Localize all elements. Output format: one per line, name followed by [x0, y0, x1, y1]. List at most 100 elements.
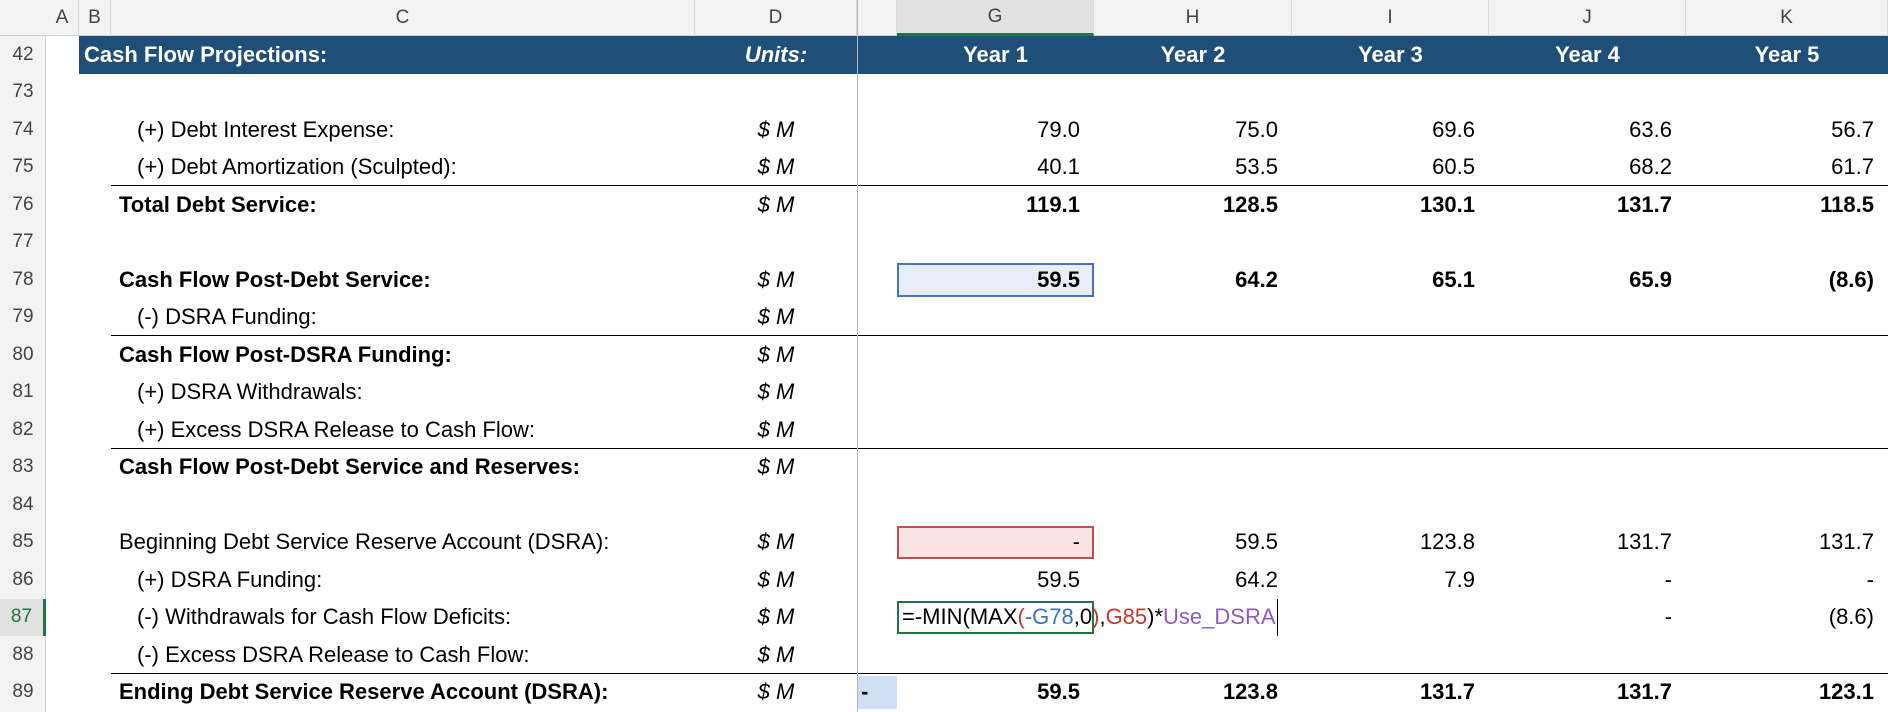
- cell-value[interactable]: 119.1: [1026, 191, 1080, 217]
- units[interactable]: $ M: [757, 416, 795, 442]
- row-label[interactable]: (+) Debt Interest Expense:: [137, 116, 395, 142]
- cell-value[interactable]: 59.5: [1037, 266, 1080, 292]
- units[interactable]: $ M: [757, 341, 795, 367]
- cell-value[interactable]: 53.5: [1235, 154, 1278, 180]
- cell-value[interactable]: 131.7: [1616, 191, 1672, 217]
- year-header: Year 3: [1358, 41, 1423, 67]
- row-label[interactable]: (+) DSRA Withdrawals:: [137, 379, 363, 405]
- row-number[interactable]: 73: [12, 81, 34, 103]
- column-header[interactable]: I: [1292, 0, 1489, 36]
- cell-value[interactable]: -: [1866, 566, 1874, 592]
- row-number[interactable]: 78: [12, 268, 34, 290]
- cell-value[interactable]: 123.8: [1222, 679, 1278, 705]
- freeze-line: [857, 0, 858, 712]
- cell-value[interactable]: 75.0: [1235, 116, 1278, 142]
- cell-value[interactable]: -: [1664, 566, 1672, 592]
- column-header[interactable]: K: [1686, 0, 1888, 36]
- row-label[interactable]: (-) Excess DSRA Release to Cash Flow:: [137, 641, 530, 667]
- row-label[interactable]: (+) Debt Amortization (Sculpted):: [137, 154, 457, 180]
- selected-cell[interactable]: -: [857, 675, 897, 709]
- row-label[interactable]: (+) DSRA Funding:: [137, 566, 323, 592]
- units[interactable]: $ M: [757, 641, 795, 667]
- row-label-total[interactable]: Cash Flow Post-Debt Service:: [119, 266, 431, 292]
- cell-value[interactable]: 131.7: [1419, 679, 1475, 705]
- cell-value[interactable]: 123.1: [1818, 679, 1874, 705]
- cell-value[interactable]: -: [1664, 604, 1672, 630]
- cell-value[interactable]: 40.1: [1037, 154, 1080, 180]
- cell-value[interactable]: 79.0: [1037, 116, 1080, 142]
- cell-value[interactable]: 59.5: [1037, 679, 1080, 705]
- row-number[interactable]: 88: [12, 643, 34, 665]
- row-number[interactable]: 80: [12, 343, 34, 365]
- cell-value[interactable]: 64.2: [1235, 266, 1278, 292]
- units[interactable]: $ M: [757, 604, 795, 630]
- cell-value[interactable]: 118.5: [1820, 191, 1874, 217]
- row-number[interactable]: 77: [12, 231, 34, 253]
- units[interactable]: $ M: [757, 566, 795, 592]
- row-label-total[interactable]: Ending Debt Service Reserve Account (DSR…: [119, 679, 609, 705]
- units[interactable]: $ M: [757, 191, 795, 217]
- cell-value[interactable]: (8.6): [1828, 266, 1874, 292]
- units[interactable]: $ M: [757, 154, 795, 180]
- column-header[interactable]: A: [46, 0, 79, 36]
- row-number[interactable]: 82: [12, 418, 34, 440]
- cell-value[interactable]: 7.9: [1444, 566, 1475, 592]
- cell-value[interactable]: 68.2: [1629, 154, 1672, 180]
- column-header[interactable]: H: [1094, 0, 1292, 36]
- row-number[interactable]: 81: [12, 381, 34, 403]
- cell-value[interactable]: 59.5: [1235, 529, 1278, 555]
- cell-value[interactable]: 69.6: [1432, 116, 1475, 142]
- row-number[interactable]: 83: [12, 456, 34, 478]
- cell-value[interactable]: 64.2: [1235, 566, 1278, 592]
- row-number[interactable]: 74: [12, 118, 34, 140]
- cell-value[interactable]: 130.1: [1419, 191, 1475, 217]
- units[interactable]: $ M: [757, 679, 795, 705]
- row-number[interactable]: 84: [12, 493, 34, 515]
- units[interactable]: $ M: [757, 454, 795, 480]
- cell-value[interactable]: 128.5: [1222, 191, 1278, 217]
- row-label[interactable]: (+) Excess DSRA Release to Cash Flow:: [137, 416, 535, 442]
- formula[interactable]: =-MIN(MAX(-G78,0), G85)* Use_DSRA: [902, 598, 1278, 636]
- cell-value[interactable]: -: [1072, 529, 1080, 555]
- row-number[interactable]: 42: [12, 43, 34, 65]
- row-number[interactable]: 89: [12, 681, 34, 703]
- row-number[interactable]: 86: [12, 568, 34, 590]
- cell-value[interactable]: 131.7: [1616, 529, 1672, 555]
- column-header[interactable]: J: [1489, 0, 1686, 36]
- units[interactable]: $ M: [757, 304, 795, 330]
- column-header[interactable]: B: [79, 0, 111, 36]
- row-number[interactable]: 76: [12, 193, 34, 215]
- row-number[interactable]: 87: [0, 598, 46, 636]
- row-label-total[interactable]: Cash Flow Post-DSRA Funding:: [119, 341, 452, 367]
- formula-token: ): [1092, 604, 1100, 630]
- column-header[interactable]: G: [897, 0, 1094, 36]
- cell-value[interactable]: (8.6): [1828, 604, 1874, 630]
- cell-value[interactable]: 61.7: [1831, 154, 1874, 180]
- cell-value[interactable]: 131.7: [1818, 529, 1874, 555]
- units[interactable]: $ M: [757, 266, 795, 292]
- units[interactable]: $ M: [757, 529, 795, 555]
- formula-token: =-MIN(MAX: [902, 604, 1018, 630]
- row-label[interactable]: Beginning Debt Service Reserve Account (…: [119, 529, 610, 555]
- row-number[interactable]: 75: [12, 156, 34, 178]
- row-label-total[interactable]: Total Debt Service:: [119, 191, 317, 217]
- row-number[interactable]: 85: [12, 531, 34, 553]
- cell-value[interactable]: 123.8: [1419, 529, 1475, 555]
- cell-value[interactable]: 131.7: [1616, 679, 1672, 705]
- cell-value[interactable]: 56.7: [1831, 116, 1874, 142]
- row-label-total[interactable]: Cash Flow Post-Debt Service and Reserves…: [119, 454, 580, 480]
- row-label[interactable]: (-) DSRA Funding:: [137, 304, 317, 330]
- column-header[interactable]: C: [111, 0, 695, 36]
- column-header[interactable]: D: [695, 0, 857, 36]
- cell-value[interactable]: 60.5: [1432, 154, 1475, 180]
- units[interactable]: $ M: [757, 379, 795, 405]
- row-label[interactable]: (-) Withdrawals for Cash Flow Deficits:: [137, 604, 512, 630]
- units[interactable]: $ M: [757, 116, 795, 142]
- cell-value[interactable]: 65.1: [1432, 266, 1475, 292]
- column-header: [857, 0, 897, 36]
- cell-value[interactable]: 65.9: [1629, 266, 1672, 292]
- cell-value[interactable]: 59.5: [1037, 566, 1080, 592]
- cell-value[interactable]: 63.6: [1629, 116, 1672, 142]
- row-number[interactable]: 79: [12, 306, 34, 328]
